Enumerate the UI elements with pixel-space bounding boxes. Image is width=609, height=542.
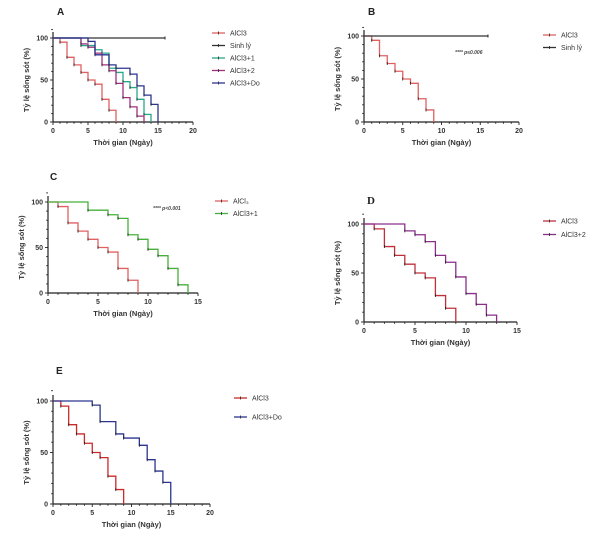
chart-d-svg: D 0 5 10 15 0 50 100 Thời gian (Ngày) Tỷ lệ sống …	[333, 195, 586, 347]
chart-a-x-axis-title: Thời gian (Ngày)	[93, 138, 153, 147]
chart-c-x-axis-title: Thời gian (Ngày)	[93, 309, 153, 318]
panel-a: A 0 5 10 15 20 0 50 100 Thời gian (Ngày) Tỷ lệ sốn…	[0, 0, 300, 160]
chart-a-y-tick-label: 100	[36, 36, 48, 43]
chart-e-y-tick-label: 50	[40, 450, 48, 457]
chart-d-y-tick-label: 0	[355, 320, 359, 327]
chart-a-x-tick-label: 0	[51, 128, 55, 135]
chart-c-x-tick-label: 5	[96, 299, 100, 306]
chart-e-x-tick-label: 20	[206, 510, 214, 517]
chart-a-x-tick-label: 15	[154, 128, 162, 135]
chart-e-legend-label: AlCl3	[252, 396, 269, 403]
chart-c-svg: C 0 5 10 15 0 50 100 Thời gian (Ngày) Tỷ lệ sống …	[17, 172, 258, 318]
chart-a-series-alcl3-1-line	[53, 37, 152, 122]
chart-e-series-alcl3-do-line	[53, 400, 172, 504]
chart-c-x-tick-label: 15	[194, 299, 202, 306]
chart-b-series-alcl3-line	[364, 35, 435, 122]
chart-d-x-tick-label: 15	[513, 328, 521, 335]
chart-d-y-tick-label: 100	[347, 222, 359, 229]
panel-c: C 0 5 10 15 0 50 100 Thời gian (Ngày) Tỷ lệ sống …	[0, 165, 300, 325]
chart-d-legend-label: AlCl3	[561, 219, 578, 226]
chart-a-y-axis-title: Tỷ lệ sống sót (%)	[22, 47, 31, 112]
chart-b-y-tick-label: 50	[351, 77, 359, 84]
panel-b: B 0 5 10 15 20 0 50 100 Thời gian (Ngày) Tỷ lệ sốn…	[300, 0, 609, 160]
chart-b-x-tick-label: 20	[515, 128, 523, 135]
chart-d-series-alcl3-line	[364, 223, 457, 322]
chart-b-legend-label: AlCl3	[561, 33, 578, 40]
chart-b-y-axis-title: Tỷ lệ sống sót (%)	[333, 46, 342, 111]
chart-a-series-alcl3-do-line	[53, 37, 159, 122]
chart-c-legend-label: AlCl3+1	[233, 211, 258, 218]
chart-c-series-alcl-line	[48, 201, 139, 293]
chart-c-y-axis-title: Tỷ lệ sống sót (%)	[17, 215, 26, 280]
chart-d-x-axis-title: Thời gian (Ngày)	[411, 338, 471, 347]
chart-d-y-tick-label: 50	[351, 271, 359, 278]
chart-b-svg: B 0 5 10 15 20 0 50 100 Thời gian (Ngày) Tỷ lệ sốn…	[333, 7, 583, 147]
chart-b-y-tick-label: 100	[347, 34, 359, 41]
chart-e-x-tick-label: 15	[167, 510, 175, 517]
chart-c-x-tick-label: 0	[46, 299, 50, 306]
chart-b-x-tick-label: 15	[476, 128, 484, 135]
chart-e-series-alcl3-line	[53, 400, 125, 504]
chart-b-x-axis-title: Thời gian (Ngày)	[412, 138, 472, 147]
chart-a-x-tick-label: 10	[119, 128, 127, 135]
chart-d-legend-label: AlCl3+2	[561, 232, 586, 239]
chart-d-y-axis-title: Tỷ lệ sống sót (%)	[333, 240, 342, 305]
chart-a-x-tick-label: 20	[189, 128, 197, 135]
chart-b-y-tick-label: 0	[355, 120, 359, 127]
chart-c-legend-label: AlCl₃	[233, 199, 249, 206]
chart-c-y-tick-label: 100	[31, 200, 43, 207]
chart-b-p-value-annotation: **** p≤0.006	[455, 50, 483, 56]
chart-a-legend-label: Sinh lý	[230, 43, 252, 50]
chart-a-legend-label: AlCl3+1	[230, 56, 255, 63]
chart-a-svg: A 0 5 10 15 20 0 50 100 Thời gian (Ngày) Tỷ lệ sốn…	[22, 7, 260, 147]
chart-c-p-value-annotation: **** p<0.001	[153, 206, 181, 212]
chart-e-x-tick-label: 10	[128, 510, 136, 517]
chart-a-legend-label: AlCl3+2	[230, 68, 255, 75]
chart-e-y-axis-title: Tỷ lệ sống sót (%)	[22, 420, 31, 485]
chart-e-y-tick-label: 100	[36, 399, 48, 406]
panel-d: D 0 5 10 15 0 50 100 Thời gian (Ngày) Tỷ lệ sống …	[300, 185, 609, 355]
chart-b-x-tick-label: 10	[438, 128, 446, 135]
chart-e-x-tick-label: 5	[90, 510, 94, 517]
chart-e-y-tick-label: 0	[44, 502, 48, 509]
chart-a-series-alcl3-line	[53, 37, 117, 122]
chart-d-panel-letter: D	[367, 195, 375, 207]
chart-c-panel-letter: C	[50, 172, 57, 183]
chart-a-legend-label: AlCl3+Do	[230, 81, 260, 88]
chart-e-panel-letter: E	[56, 366, 63, 377]
chart-e-x-tick-label: 0	[51, 510, 55, 517]
chart-e-x-axis-title: Thời gian (Ngày)	[102, 520, 162, 529]
chart-d-x-tick-label: 5	[413, 328, 417, 335]
chart-d-x-tick-label: 10	[462, 328, 470, 335]
chart-e-svg: E 0 5 10 15 20 0 50 100 Thời gian (Ngày) Tỷ lệ sốn…	[22, 366, 282, 529]
chart-a-panel-letter: A	[57, 7, 64, 18]
chart-e-legend-label: AlCl3+Do	[252, 415, 282, 422]
chart-b-panel-letter: B	[368, 7, 375, 18]
chart-c-y-tick-label: 50	[35, 245, 43, 252]
chart-b-x-tick-label: 5	[401, 128, 405, 135]
chart-b-legend-label: Sinh lý	[561, 45, 583, 52]
chart-c-x-tick-label: 10	[144, 299, 152, 306]
chart-b-x-tick-label: 0	[362, 128, 366, 135]
chart-a-x-tick-label: 5	[86, 128, 90, 135]
chart-c-series-alcl3-1-line	[48, 201, 189, 293]
chart-c-y-tick-label: 0	[39, 291, 43, 298]
chart-d-x-tick-label: 0	[362, 328, 366, 335]
chart-a-y-tick-label: 0	[44, 120, 48, 127]
panel-e: E 0 5 10 15 20 0 50 100 Thời gian (Ngày) Tỷ lệ sốn…	[0, 355, 300, 542]
chart-a-legend-label: AlCl3	[230, 31, 247, 38]
chart-a-y-tick-label: 50	[40, 78, 48, 85]
